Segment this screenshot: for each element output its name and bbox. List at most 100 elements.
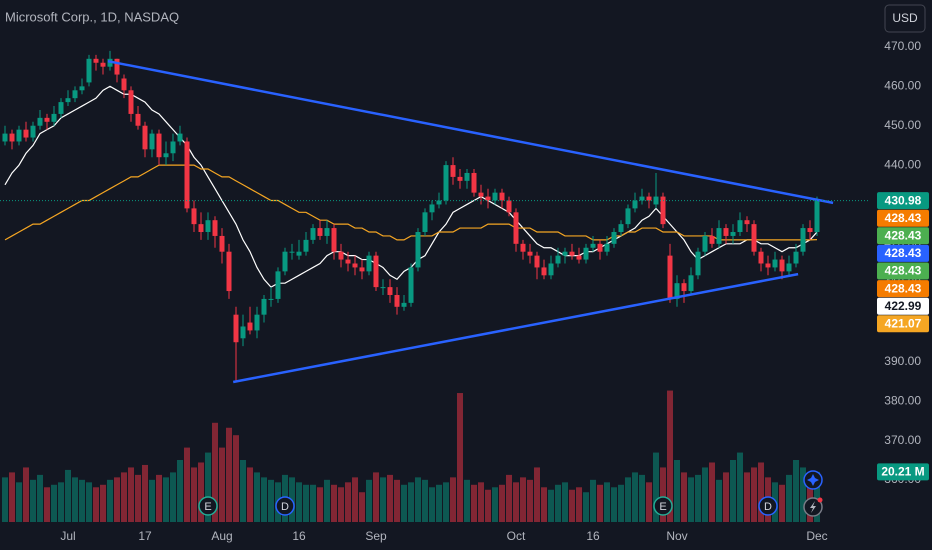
volume-bar (233, 435, 239, 522)
volume-bar (212, 422, 218, 522)
moving-average (4, 164, 818, 241)
candle-body (100, 62, 106, 67)
volume-bar (324, 479, 330, 522)
price-tag-label: 422.99 (885, 299, 922, 313)
trendline (107, 59, 834, 205)
candle-body (695, 251, 701, 276)
volume-bar (345, 482, 351, 522)
candle-body (177, 133, 183, 142)
candle-body (9, 133, 15, 142)
candle-body (527, 251, 533, 256)
candle-body (681, 283, 687, 292)
candle-body (534, 255, 540, 268)
volume-bar (9, 472, 15, 522)
y-tick-label: 370.00 (884, 433, 921, 447)
volume-bar (135, 474, 141, 522)
candle-body (443, 165, 449, 201)
volume-bar (100, 484, 106, 522)
volume-bar (170, 472, 176, 522)
candle-body (688, 275, 694, 292)
volume-tag-label: 20.21 M (881, 465, 924, 479)
volume-bar (44, 487, 50, 522)
candle-body (198, 224, 204, 233)
lightning-glyph (810, 501, 816, 513)
volume-bar (247, 467, 253, 522)
candle-body (793, 251, 799, 264)
volume-bar (464, 479, 470, 522)
currency-button[interactable] (884, 4, 926, 33)
candle-body (737, 220, 743, 233)
volume-bar (72, 477, 78, 522)
volume-bar (317, 487, 323, 522)
candle-body (373, 255, 379, 288)
candle-body (72, 90, 78, 99)
volume-bar (387, 474, 393, 522)
candle-body (436, 200, 442, 205)
candle-body (499, 192, 505, 201)
x-tick-label: 16 (586, 529, 600, 543)
y-tick-label: 470.00 (884, 39, 921, 53)
side-icons (803, 470, 823, 517)
volume-bar (114, 477, 120, 522)
candle-body (359, 267, 365, 272)
volume-bar (366, 479, 372, 522)
candle-body (758, 251, 764, 264)
volume-bar (359, 492, 365, 522)
currency-label[interactable]: USD (892, 11, 918, 25)
volume-bar (744, 472, 750, 522)
x-tick-label: Oct (507, 529, 526, 543)
y-tick-label: 450.00 (884, 118, 921, 132)
volume-bar (639, 474, 645, 522)
price-tag-label: 430.98 (885, 193, 922, 207)
price-tag (877, 244, 929, 262)
volume-bar (177, 460, 183, 522)
candle-body (653, 196, 659, 205)
volume-bar (296, 482, 302, 522)
volume-bar (632, 472, 638, 522)
price-tag-label: 428.43 (885, 228, 922, 242)
volume-bar (457, 393, 463, 522)
candle-body (506, 200, 512, 213)
price-tag-label: 421.07 (885, 316, 922, 330)
candle-body (205, 220, 211, 233)
volume-bar (23, 467, 29, 522)
volume-bar (499, 484, 505, 522)
volume-bar (737, 452, 743, 522)
candle-body (380, 287, 386, 289)
candle-body (170, 141, 176, 154)
x-tick-label: 16 (292, 529, 306, 543)
price-tag-label: 428.43 (885, 264, 922, 278)
candle-body (219, 235, 225, 252)
candle-body (485, 196, 491, 201)
candle-body (65, 98, 71, 103)
candle-body (2, 133, 8, 142)
candle-body (86, 58, 92, 83)
candle-body (93, 58, 99, 63)
candle-body (492, 192, 498, 201)
candle-body (541, 267, 547, 276)
volume-bar (429, 487, 435, 522)
candle-body (30, 125, 36, 138)
volume-bar (352, 477, 358, 522)
volume-bar (611, 487, 617, 522)
price-tag (877, 280, 929, 298)
candle-body (331, 228, 337, 252)
candle-body (646, 196, 652, 201)
candle-body (324, 228, 330, 236)
candle-body (261, 298, 267, 315)
candle-body (345, 259, 351, 264)
candle-body (772, 259, 778, 268)
candle-body (226, 251, 232, 292)
candle-body (709, 235, 715, 244)
candle-body (191, 208, 197, 225)
volume-bar (401, 484, 407, 522)
volume-bar (226, 427, 232, 522)
candle-body (562, 251, 568, 256)
price-tag-label: 428.43 (885, 281, 922, 295)
volume-bar (779, 484, 785, 522)
candle-body (58, 102, 64, 114)
candle-body (394, 294, 400, 307)
candle-body (422, 212, 428, 233)
volume-bar (149, 479, 155, 522)
